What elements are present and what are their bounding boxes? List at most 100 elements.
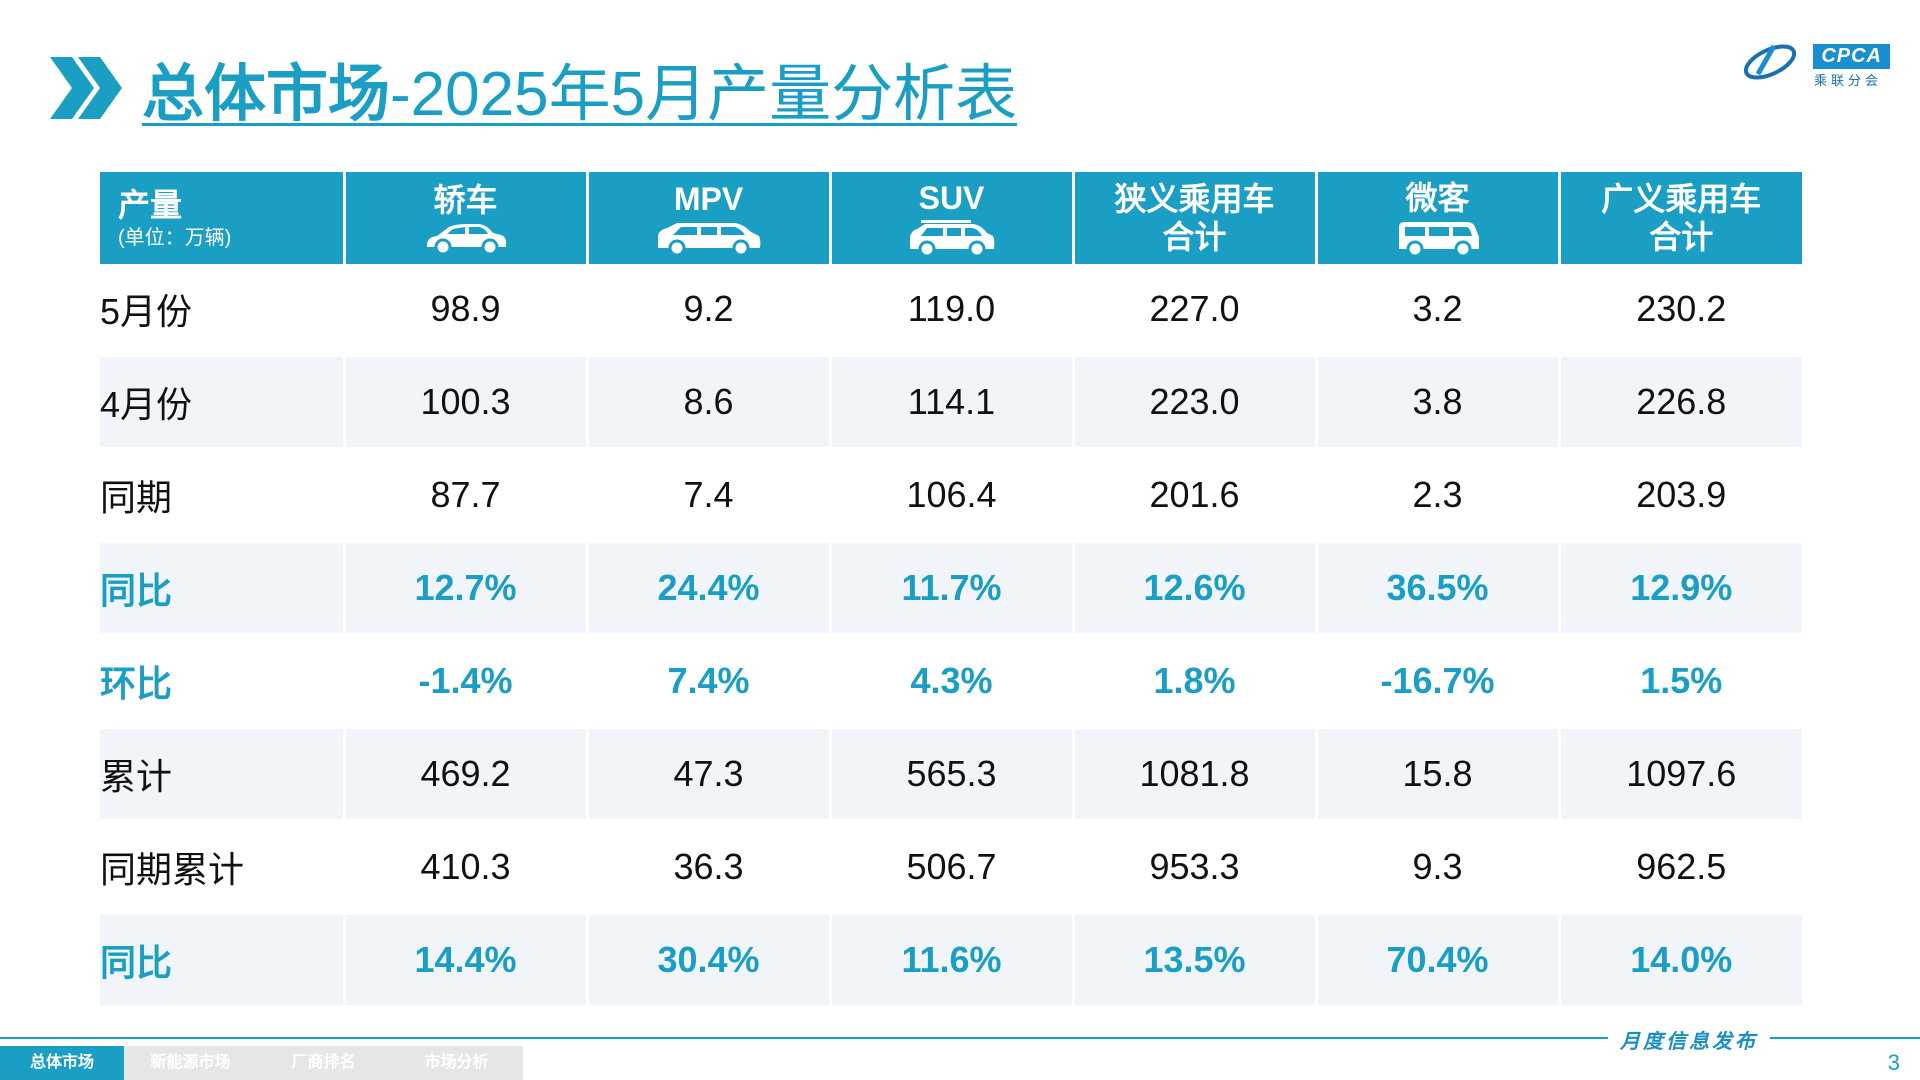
column-label-line2: 合计 xyxy=(1162,219,1227,255)
table-row: 同期 87.7 7.4 106.4 201.6 2.3 203.9 xyxy=(100,448,1802,543)
footer-tabs: 总体市场 新能源市场 厂商排名 市场分析 xyxy=(0,1046,523,1080)
table-cell: 565.3 xyxy=(830,727,1075,822)
table-row: 4月份 100.3 8.6 114.1 223.0 3.8 226.8 xyxy=(100,355,1802,450)
table-cell: 36.5% xyxy=(1316,541,1561,636)
row-label: 同期累计 xyxy=(100,820,346,915)
row-label: 4月份 xyxy=(100,355,346,450)
table-cell: -16.7% xyxy=(1316,634,1561,729)
suv-icon xyxy=(909,220,994,257)
table-cell: 14.0% xyxy=(1559,913,1802,1008)
row-label: 累计 xyxy=(100,727,346,822)
column-label: SUV xyxy=(918,180,985,216)
table-cell: -1.4% xyxy=(344,634,589,729)
table-row: 5月份 98.9 9.2 119.0 227.0 3.2 230.2 xyxy=(100,264,1802,357)
page-title: 总体市场-2025年5月产量分析表 xyxy=(142,43,1017,133)
table-cell: 13.5% xyxy=(1073,913,1318,1008)
column-header-mpv: MPV xyxy=(587,172,832,264)
corner-label: 产量 xyxy=(118,187,183,223)
column-label: 轿车 xyxy=(433,182,498,218)
table-row: 同期累计 410.3 36.3 506.7 953.3 9.3 962.5 xyxy=(100,820,1802,915)
corner-unit: (单位：万辆) xyxy=(118,227,232,249)
table-cell: 2.3 xyxy=(1316,448,1561,543)
table-cell: 227.0 xyxy=(1073,264,1318,357)
row-label: 同比 xyxy=(100,913,346,1008)
cpca-logo: CPCA 乘联分会 xyxy=(1740,36,1890,88)
table-cell: 223.0 xyxy=(1073,355,1318,450)
title-bar: 总体市场-2025年5月产量分析表 xyxy=(50,48,1017,129)
sedan-icon xyxy=(426,224,506,255)
table-cell: 506.7 xyxy=(830,820,1075,915)
table-cell: 11.6% xyxy=(830,913,1075,1008)
table-cell: 119.0 xyxy=(830,264,1075,357)
table-cell: 1.5% xyxy=(1559,634,1802,729)
table-cell: 98.9 xyxy=(344,264,589,357)
table-cell: 30.4% xyxy=(587,913,832,1008)
table-cell: 8.6 xyxy=(587,355,832,450)
table-cell: 106.4 xyxy=(830,448,1075,543)
minivan-icon xyxy=(1398,222,1479,257)
table-cell: 36.3 xyxy=(587,820,832,915)
tab-overall-market[interactable]: 总体市场 xyxy=(0,1046,124,1080)
page-title-rest: -2025年5月产量分析表 xyxy=(390,60,1018,129)
row-label: 环比 xyxy=(100,634,346,729)
table-cell: 201.6 xyxy=(1073,448,1318,543)
table-row: 环比 -1.4% 7.4% 4.3% 1.8% -16.7% 1.5% xyxy=(100,634,1802,729)
table-cell: 469.2 xyxy=(344,727,589,822)
column-label-line2: 合计 xyxy=(1649,219,1714,255)
chevron-right-icon xyxy=(50,57,124,119)
table-cell: 12.6% xyxy=(1073,541,1318,636)
page-number: 3 xyxy=(1887,1050,1900,1075)
table-row: 同比 12.7% 24.4% 11.7% 12.6% 36.5% 12.9% xyxy=(100,541,1802,636)
table-cell: 1097.6 xyxy=(1559,727,1802,822)
table-row: 累计 469.2 47.3 565.3 1081.8 15.8 1097.6 xyxy=(100,727,1802,822)
table-cell: 1081.8 xyxy=(1073,727,1318,822)
table-cell: 3.8 xyxy=(1316,355,1561,450)
column-label-line1: 广义乘用车 xyxy=(1601,181,1762,217)
table-cell: 12.7% xyxy=(344,541,589,636)
table-cell: 203.9 xyxy=(1559,448,1802,543)
table-cell: 7.4 xyxy=(587,448,832,543)
row-label: 同比 xyxy=(100,541,346,636)
logo-text: CPCA xyxy=(1813,44,1890,69)
row-label: 同期 xyxy=(100,448,346,543)
column-label-line1: 狭义乘用车 xyxy=(1114,181,1275,217)
table-cell: 12.9% xyxy=(1559,541,1802,636)
table-cell: 100.3 xyxy=(344,355,589,450)
table-cell: 3.2 xyxy=(1316,264,1561,357)
table-cell: 226.8 xyxy=(1559,355,1802,450)
table-cell: 9.2 xyxy=(587,264,832,357)
page-title-strong: 总体市场 xyxy=(142,60,391,129)
table-cell: 1.8% xyxy=(1073,634,1318,729)
production-table: 产量 (单位：万辆) 轿车 MPV xyxy=(100,172,1802,1008)
corner-header: 产量 (单位：万辆) xyxy=(100,172,346,264)
table-cell: 230.2 xyxy=(1559,264,1802,357)
column-header-minivan: 微客 xyxy=(1316,172,1561,264)
logo-subtext: 乘联分会 xyxy=(1813,73,1882,88)
column-header-narrow-total: 狭义乘用车 合计 xyxy=(1073,172,1318,264)
column-header-sedan: 轿车 xyxy=(344,172,589,264)
table-cell: 14.4% xyxy=(344,913,589,1008)
table-cell: 114.1 xyxy=(830,355,1075,450)
column-header-broad-total: 广义乘用车 合计 xyxy=(1559,172,1802,264)
table-body: 5月份 98.9 9.2 119.0 227.0 3.2 230.2 4月份 100.3 8.6 1… xyxy=(100,264,1802,1008)
table-cell: 11.7% xyxy=(830,541,1075,636)
row-label: 5月份 xyxy=(100,264,346,357)
table-cell: 953.3 xyxy=(1073,820,1318,915)
mpv-icon xyxy=(657,223,760,256)
table-cell: 70.4% xyxy=(1316,913,1561,1008)
footer-divider xyxy=(0,1037,1920,1039)
table-cell: 962.5 xyxy=(1559,820,1802,915)
logo-swoosh-icon xyxy=(1743,44,1797,80)
table-cell: 410.3 xyxy=(344,820,589,915)
table-cell: 15.8 xyxy=(1316,727,1561,822)
column-label: 微客 xyxy=(1405,180,1470,216)
table-cell: 24.4% xyxy=(587,541,832,636)
tab-market-analysis[interactable]: 市场分析 xyxy=(390,1046,523,1080)
table-row: 同比 14.4% 30.4% 11.6% 13.5% 70.4% 14.0% xyxy=(100,913,1802,1008)
tab-new-energy-market[interactable]: 新能源市场 xyxy=(124,1046,257,1080)
table-cell: 87.7 xyxy=(344,448,589,543)
footer-publish-label: 月度信息发布 xyxy=(1608,1025,1770,1054)
table-header-row: 产量 (单位：万辆) 轿车 MPV xyxy=(100,172,1802,264)
tab-manufacturer-ranking[interactable]: 厂商排名 xyxy=(257,1046,390,1080)
production-table-wrap: 产量 (单位：万辆) 轿车 MPV xyxy=(100,172,1802,1008)
